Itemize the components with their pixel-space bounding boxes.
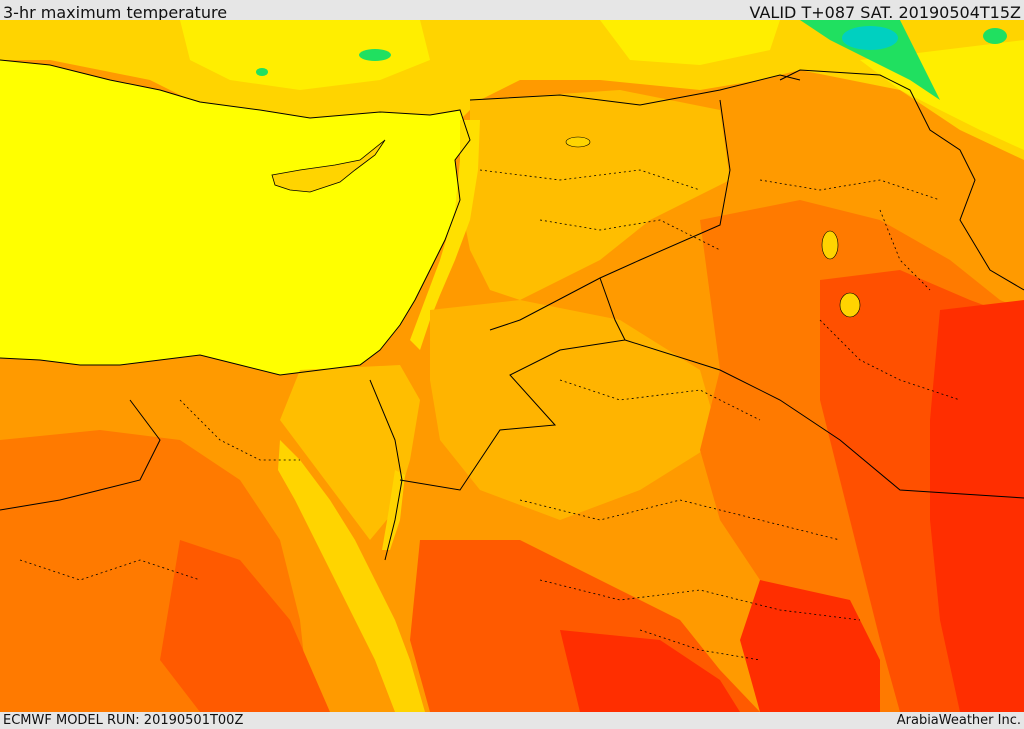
syria-light-zone	[460, 90, 730, 300]
lake-tharthar	[821, 230, 839, 260]
lake-assad	[565, 136, 591, 148]
country-borders	[0, 69, 1024, 561]
red-sea	[278, 440, 425, 712]
gulf-red	[930, 300, 1024, 712]
cold-spot-west	[256, 68, 268, 76]
cold-spot-cyan	[842, 26, 898, 50]
levant-coast-yellow	[410, 120, 480, 350]
turkey-yellow-patch-2	[600, 20, 780, 65]
med-coastline	[0, 59, 471, 376]
sinai-light	[280, 365, 420, 540]
credit: ArabiaWeather Inc.	[896, 713, 1021, 728]
map-title: 3-hr maximum temperature	[3, 3, 228, 22]
model-run: ECMWF MODEL RUN: 20190501T00Z	[3, 713, 244, 728]
valid-time: VALID T+087 SAT. 20190504T15Z	[749, 3, 1021, 22]
jordan-light	[430, 300, 720, 520]
cold-spot-right	[983, 28, 1007, 44]
lake-razazah	[839, 292, 861, 318]
province-borders	[19, 169, 961, 661]
egypt-red-orange	[160, 540, 330, 712]
footer-bar: ECMWF MODEL RUN: 20190501T00Z ArabiaWeat…	[0, 712, 1024, 729]
cold-spot-east	[800, 20, 940, 100]
mediterranean-sea	[0, 60, 470, 375]
header-bar: 3-hr maximum temperature VALID T+087 SAT…	[0, 0, 1024, 22]
cold-spot-north	[359, 49, 391, 61]
cyprus	[271, 139, 386, 193]
saudi-red-east	[740, 580, 880, 712]
saudi-red	[560, 630, 740, 712]
gulf-of-aqaba	[382, 470, 405, 550]
temperature-map[interactable]	[0, 20, 1024, 712]
turkey-yellow-patch	[180, 20, 430, 90]
